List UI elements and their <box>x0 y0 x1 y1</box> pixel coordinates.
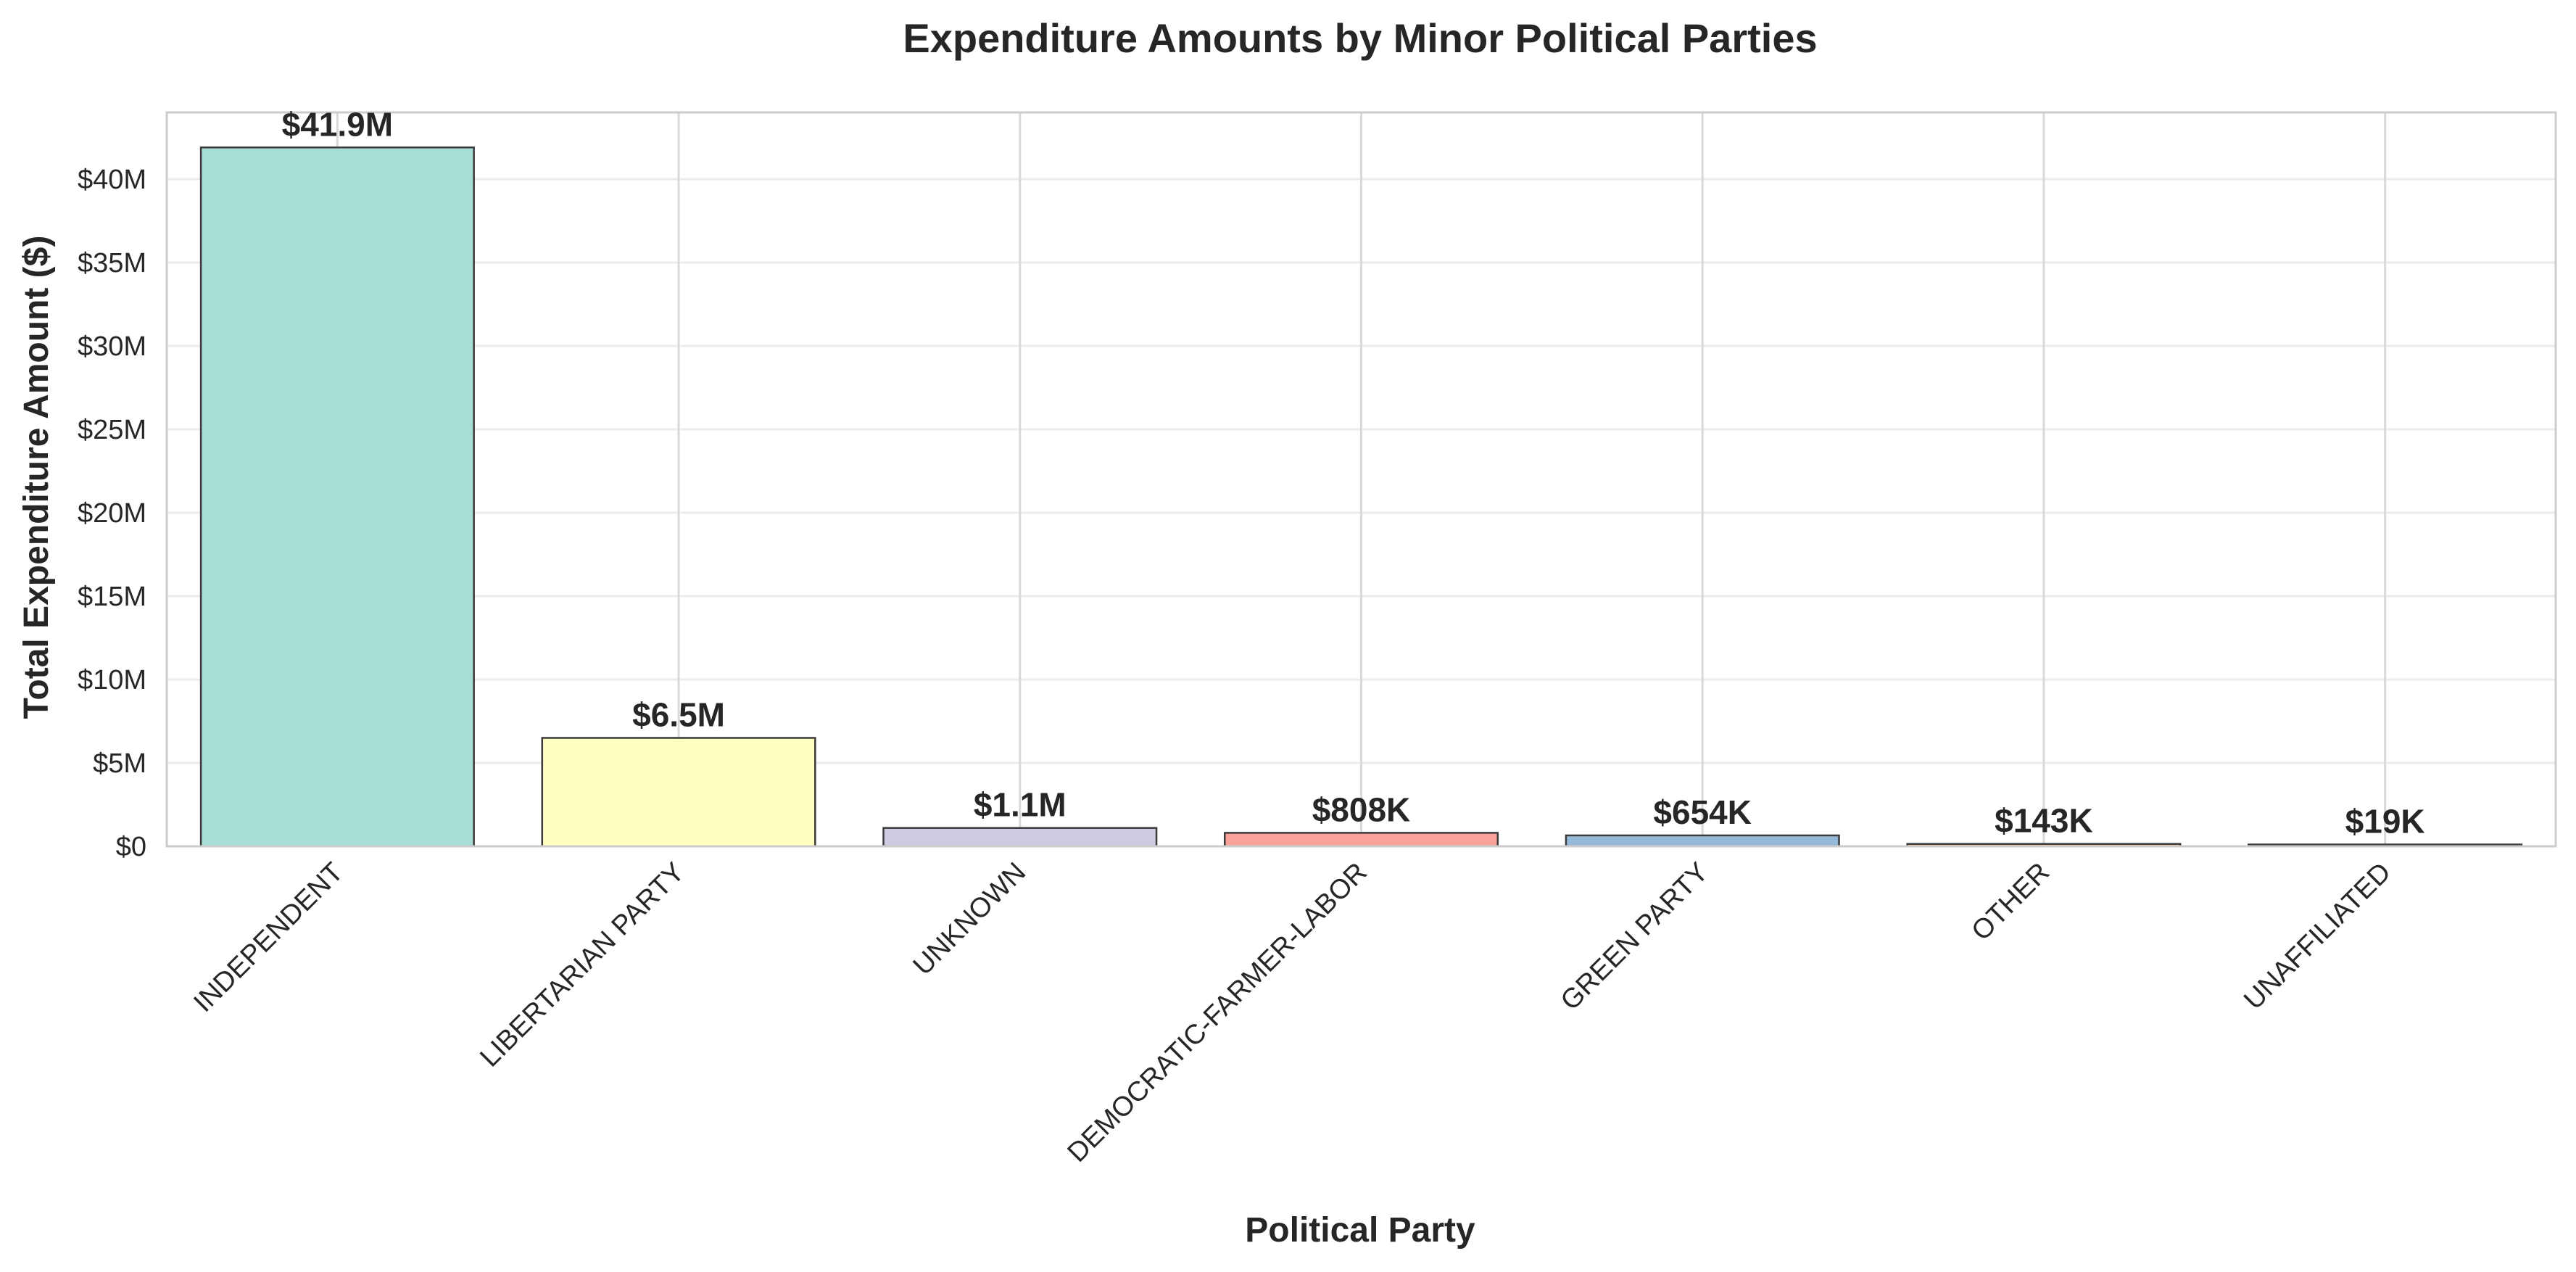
chart-title: Expenditure Amounts by Minor Political P… <box>903 15 1817 61</box>
bar-green-party <box>1565 834 1840 848</box>
y-tick-label: $40M <box>78 165 146 195</box>
data-labels: $41.9M $6.5M $1.1M $808K $654K $143K $19K <box>282 105 2425 840</box>
data-label: $143K <box>1995 802 2093 840</box>
data-label: $654K <box>1653 793 1752 831</box>
y-tick-label: $20M <box>78 498 146 529</box>
y-tick-label: $35M <box>78 248 146 278</box>
data-label: $1.1M <box>974 786 1067 824</box>
y-tick-label: $25M <box>78 415 146 445</box>
data-label: $6.5M <box>632 696 725 734</box>
bar-independent <box>199 146 475 848</box>
y-tick-label: $0 <box>116 832 146 862</box>
data-label: $41.9M <box>282 105 393 143</box>
y-tick-label: $10M <box>78 665 146 695</box>
plot-frame <box>165 111 2557 848</box>
y-tick-label: $5M <box>93 748 146 779</box>
y-tick-label: $30M <box>78 331 146 362</box>
y-axis-label: Total Expenditure Amount ($) <box>17 236 56 719</box>
bar-libertarian-party <box>541 737 816 848</box>
y-axis-ticks: $0 $5M $10M $15M $20M $25M $30M $35M $40M <box>78 165 146 862</box>
data-label: $19K <box>2345 803 2425 841</box>
plot-border <box>165 111 2557 848</box>
bar-democratic-farmer-labor <box>1223 832 1499 848</box>
bar-unknown <box>882 827 1158 848</box>
bars <box>199 146 2523 848</box>
y-tick-label: $15M <box>78 582 146 612</box>
x-axis-label: Political Party <box>1245 1211 1475 1250</box>
data-label: $808K <box>1312 790 1411 828</box>
